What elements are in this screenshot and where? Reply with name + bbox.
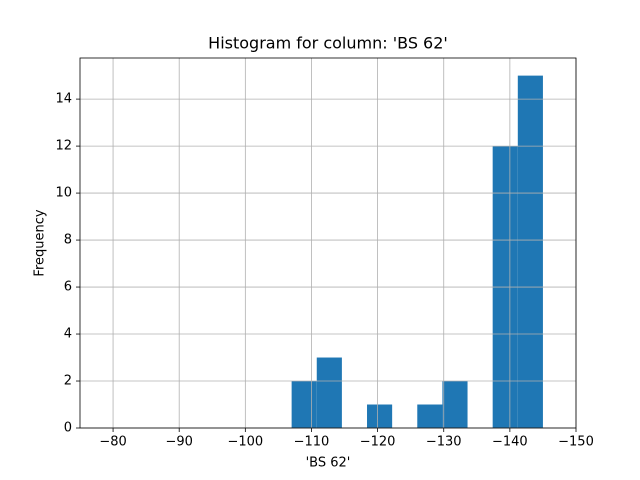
bar	[291, 381, 317, 428]
x-tick-label: −80	[99, 435, 126, 450]
y-tick-label: 4	[64, 327, 72, 342]
y-tick-label: 8	[64, 233, 72, 248]
x-tick-label: −110	[294, 435, 330, 450]
bar	[442, 381, 468, 428]
bar	[517, 75, 543, 428]
x-tick-label: −140	[492, 435, 528, 450]
bar	[417, 404, 443, 428]
x-tick-label: −130	[426, 435, 462, 450]
bar	[316, 357, 342, 428]
y-tick-label: 6	[64, 280, 72, 295]
y-tick-label: 0	[64, 421, 72, 436]
y-tick-label: 12	[55, 139, 72, 154]
y-tick-label: 10	[55, 186, 72, 201]
y-tick-label: 2	[64, 374, 72, 389]
bar	[367, 404, 393, 428]
y-tick-label: 14	[55, 92, 72, 107]
x-axis-label: 'BS 62'	[306, 456, 351, 471]
y-axis-label: Frequency	[33, 209, 48, 276]
plot-frame	[79, 57, 577, 429]
x-tick-label: −90	[165, 435, 192, 450]
x-tick-label: −100	[227, 435, 263, 450]
x-tick-label: −120	[360, 435, 396, 450]
chart-title: Histogram for column: 'BS 62'	[208, 34, 448, 53]
x-tick-label: −150	[558, 435, 594, 450]
